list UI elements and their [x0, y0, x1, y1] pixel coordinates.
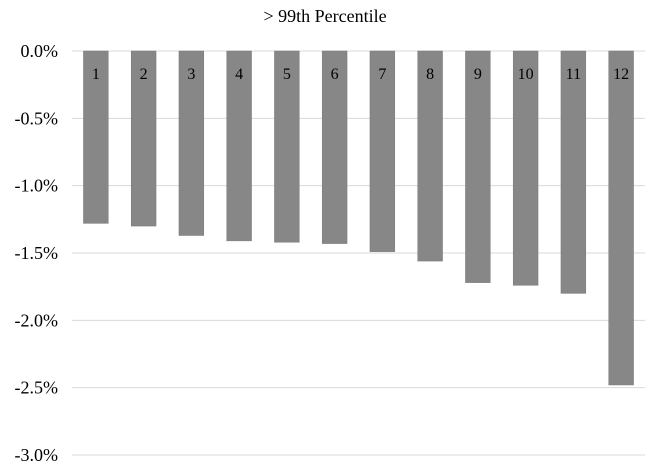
- bar-8: [417, 50, 443, 262]
- y-tick-label: -2.0%: [15, 310, 59, 330]
- y-tick-label: -1.5%: [15, 243, 59, 263]
- bar-2: [130, 50, 157, 227]
- category-label-7: 7: [378, 66, 386, 83]
- category-label-12: 12: [613, 66, 629, 83]
- y-tick-label: 0.0%: [21, 41, 59, 61]
- category-label-3: 3: [187, 66, 195, 83]
- y-tick-label: -3.0%: [15, 445, 59, 465]
- bar-6: [321, 50, 348, 244]
- y-tick-label: -1.0%: [15, 176, 59, 196]
- chart-title: > 99th Percentile: [263, 6, 386, 26]
- y-tick-label: -0.5%: [15, 108, 59, 128]
- category-label-11: 11: [566, 66, 581, 83]
- category-label-10: 10: [518, 66, 534, 83]
- category-label-4: 4: [235, 66, 243, 83]
- bar-9: [465, 50, 491, 283]
- category-label-1: 1: [92, 66, 100, 83]
- category-label-8: 8: [426, 66, 434, 83]
- y-axis-tick-labels: 0.0% -0.5% -1.0% -1.5% -2.0% -2.5% -3.0%: [15, 41, 59, 465]
- category-label-6: 6: [331, 66, 339, 83]
- category-label-9: 9: [474, 66, 482, 83]
- category-label-2: 2: [140, 66, 148, 83]
- bar-12: [608, 50, 634, 386]
- bar-4: [226, 50, 252, 242]
- bar-10: [512, 50, 539, 286]
- bar-5: [274, 50, 300, 243]
- bar-11: [560, 50, 587, 294]
- bar-3: [178, 50, 205, 236]
- bar-1: [83, 50, 109, 224]
- gridlines: [72, 50, 645, 456]
- category-label-5: 5: [283, 66, 291, 83]
- category-labels: 1 2 3 4 5 6 7 8 9 10 11 12: [92, 66, 629, 83]
- y-tick-label: -2.5%: [15, 378, 59, 398]
- bar-7: [369, 50, 396, 252]
- bars: [83, 50, 634, 386]
